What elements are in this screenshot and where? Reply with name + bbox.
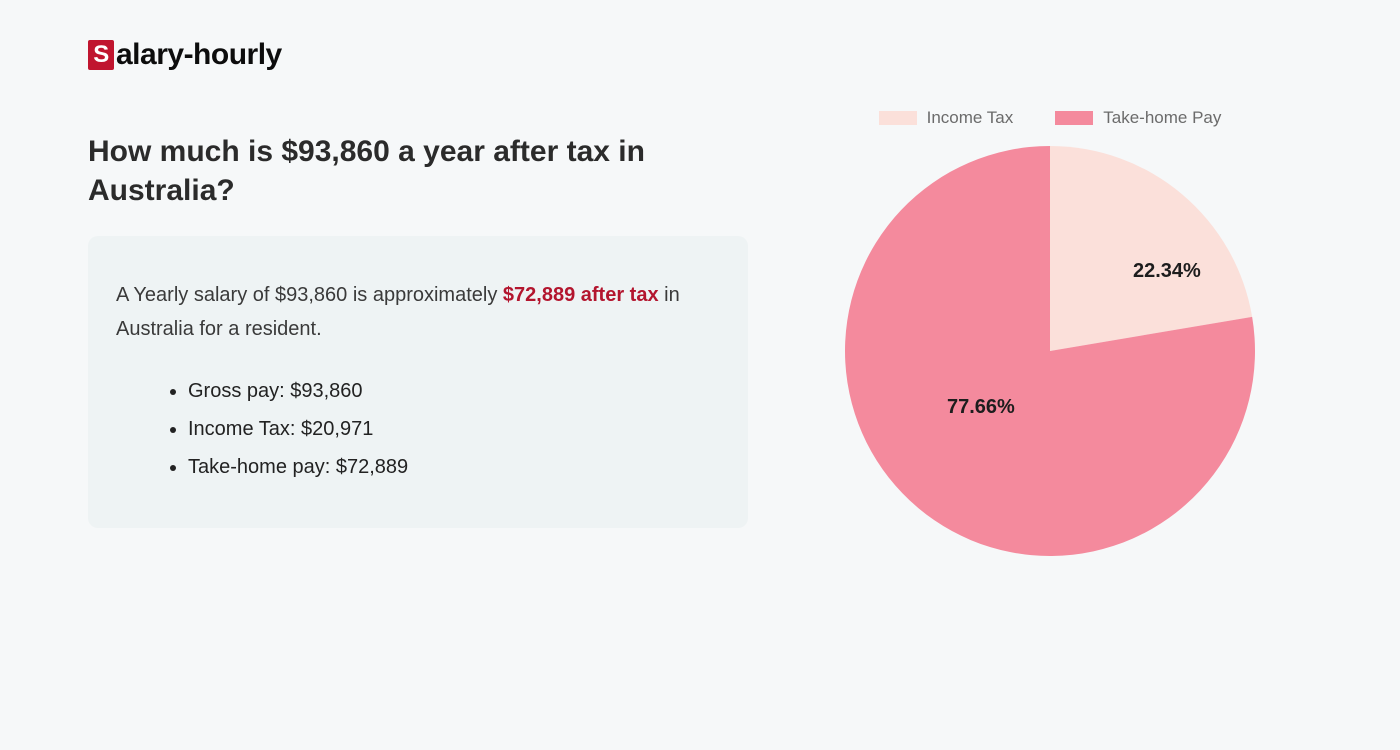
site-logo: Salary-hourly: [88, 38, 282, 72]
swatch-income-tax: [879, 111, 917, 125]
legend-item-income-tax: Income Tax: [879, 108, 1014, 128]
list-item: Gross pay: $93,860: [188, 372, 720, 410]
summary-highlight: $72,889 after tax: [503, 284, 659, 306]
legend-label: Take-home Pay: [1103, 108, 1221, 128]
summary-bullets: Gross pay: $93,860 Income Tax: $20,971 T…: [116, 372, 720, 486]
pie-svg: [845, 146, 1255, 556]
tax-pie-chart: Income Tax Take-home Pay 22.34% 77.66%: [820, 108, 1280, 556]
slice-label-income-tax: 22.34%: [1133, 260, 1201, 283]
swatch-take-home: [1055, 111, 1093, 125]
list-item: Income Tax: $20,971: [188, 410, 720, 448]
summary-sentence: A Yearly salary of $93,860 is approximat…: [116, 278, 720, 346]
legend-label: Income Tax: [927, 108, 1014, 128]
pie-container: 22.34% 77.66%: [845, 146, 1255, 556]
chart-legend: Income Tax Take-home Pay: [820, 108, 1280, 128]
summary-box: A Yearly salary of $93,860 is approximat…: [88, 236, 748, 528]
list-item: Take-home pay: $72,889: [188, 448, 720, 486]
page-title: How much is $93,860 a year after tax in …: [88, 132, 748, 210]
slice-label-take-home: 77.66%: [947, 396, 1015, 419]
summary-before: A Yearly salary of $93,860 is approximat…: [116, 284, 503, 306]
logo-badge: S: [88, 40, 114, 70]
logo-text: alary-hourly: [116, 38, 282, 72]
legend-item-take-home: Take-home Pay: [1055, 108, 1221, 128]
